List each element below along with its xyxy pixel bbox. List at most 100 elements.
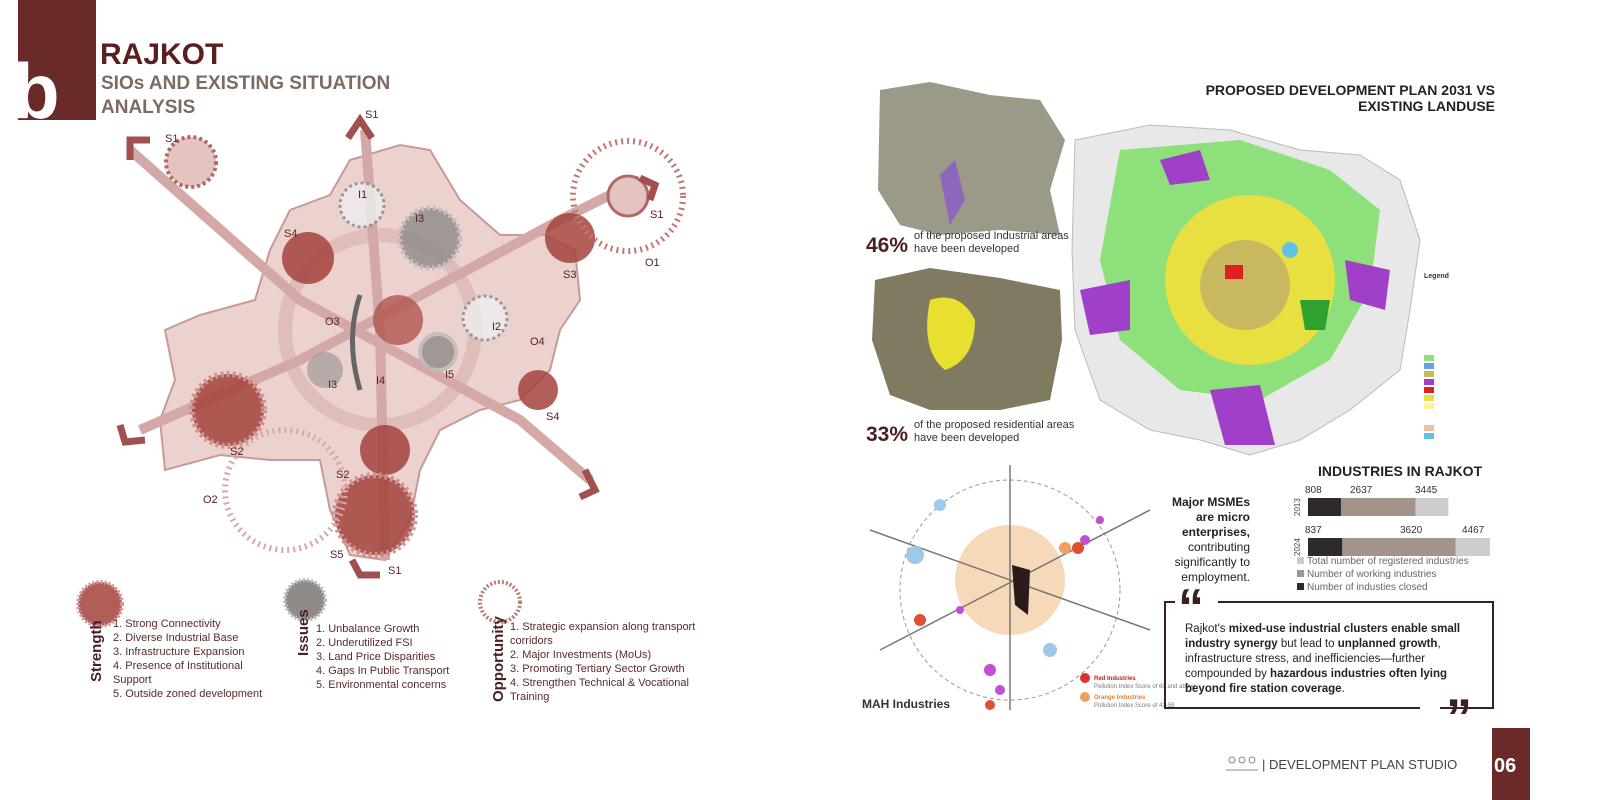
quote-box: [1164, 601, 1494, 709]
residential-text: of the proposed residential areas have b…: [914, 419, 1075, 444]
mah-legend: Orange Industries: [1094, 695, 1146, 701]
arrow: [126, 136, 150, 160]
strength-circle: [518, 370, 558, 410]
strength-circle: [332, 472, 418, 558]
map-label: I3: [328, 379, 337, 391]
legend-label: Number of working industries: [1307, 569, 1437, 580]
map-label: S1: [650, 209, 663, 221]
map-label: O3: [325, 316, 340, 328]
plan-title-line: EXISTING LANDUSE: [1358, 98, 1495, 114]
quote-open: “: [1178, 579, 1204, 637]
value-label: 808: [1305, 485, 1322, 496]
issues-title: Issues: [295, 609, 312, 656]
msme-rest: contributing significantly to employment…: [1174, 540, 1250, 584]
bar: [1308, 498, 1341, 516]
value-label: 3445: [1415, 485, 1438, 496]
quote-close: ”: [1446, 689, 1472, 747]
issues-list: 1. Unbalance Growth 2. Underutilized FSI 3…: [316, 622, 486, 692]
city-boundary: [158, 143, 582, 562]
strength-circle: [545, 213, 595, 263]
opportunity-circle: [222, 427, 348, 553]
msme-bold: Major MSMEs are micro enterprises,: [1171, 495, 1250, 539]
year-label: 2024: [1293, 538, 1302, 556]
map-label: S4: [546, 411, 559, 423]
issues-icon: [283, 578, 327, 622]
issue-circle: [461, 294, 509, 342]
map-label: S3: [563, 269, 576, 281]
landuse-legend-title: Legend: [1424, 273, 1449, 280]
corridor: [126, 146, 594, 484]
map-label: O4: [530, 336, 545, 348]
issue-circle: [418, 332, 458, 372]
page-block: [1492, 728, 1530, 800]
map-label: S1: [165, 133, 178, 145]
arrow: [638, 174, 660, 202]
rail-line: [350, 294, 363, 391]
legend-swatch: [1297, 583, 1304, 590]
quote-part: Rajkot's: [1185, 623, 1229, 635]
bar: [1308, 538, 1343, 556]
map-label: S1: [365, 109, 378, 121]
strength-circle: [282, 232, 334, 284]
strength-icon: [76, 580, 124, 628]
legend-label: Total number of registered industries: [1307, 556, 1469, 567]
strength-circle: [373, 295, 423, 345]
residential-area: [927, 297, 975, 370]
map-label: I2: [492, 321, 501, 333]
plan-title-line: PROPOSED DEVELOPMENT PLAN 2031 VS: [1205, 82, 1495, 98]
industrial-map: [878, 82, 1065, 235]
map-label: S4: [284, 228, 297, 240]
opportunity-title: Opportunity: [490, 616, 507, 702]
residential-percent: 33%: [866, 423, 909, 446]
industrial-text: of the proposed Industrial areas have be…: [914, 230, 1069, 255]
map-label: O2: [203, 494, 218, 506]
landuse-legend: [1424, 355, 1434, 439]
subtitle: ANALYSIS: [101, 97, 196, 118]
map-label: S5: [330, 549, 343, 561]
msme-text: Major MSMEs are micro enterprises, contr…: [1165, 495, 1250, 585]
subtitle: SIOs AND EXISTING SITUATION: [101, 73, 391, 94]
issue-circle: [397, 205, 463, 271]
sio-map: S1 S1 S1 S1 S2 S2 S3 S4 S4 S5 I1 I2 I3 I…: [116, 109, 686, 579]
opportunity-icon: [478, 580, 522, 624]
strength-circle: [360, 425, 410, 475]
strength-circle: [189, 371, 267, 449]
chart-title: INDUSTRIES IN RAJKOT: [1318, 463, 1483, 479]
industries-chart: INDUSTRIES IN RAJKOT 2013 3445 2637 808 2024 4…: [1293, 463, 1490, 593]
list-item: 5. Environmental concerns: [316, 679, 447, 691]
list-item: 3. Promoting Tertiary Sector Growth: [510, 663, 685, 675]
title: RAJKOT: [100, 38, 224, 71]
legend-swatch: [1297, 557, 1304, 564]
footer-icon: [1226, 756, 1258, 771]
page-number: 06: [1494, 755, 1516, 777]
list-item: 2. Diverse Industrial Base: [113, 632, 239, 644]
strength-circle: [164, 135, 218, 189]
mah-map: [869, 465, 1151, 710]
quote-part: mixed-use industrial clusters enable sma…: [1185, 623, 1461, 650]
issue-circle: [338, 181, 386, 229]
map-label: I4: [376, 375, 385, 387]
mah-legend: Red Industries: [1094, 676, 1136, 682]
industrial-area: [940, 160, 965, 225]
map-label: O1: [645, 257, 660, 269]
map-label: I1: [358, 189, 367, 201]
quote-part: but lead to: [1277, 638, 1338, 650]
arrow: [348, 558, 380, 579]
industrial-percent: 46%: [866, 234, 909, 257]
list-item: 2. Major Investments (MoUs): [510, 649, 652, 661]
mah-legend: Pollution Index Score of 60 and above: [1094, 684, 1196, 690]
value-label: 3620: [1400, 525, 1423, 536]
quote-part: , infrastructure stress, and inefficienc…: [1185, 638, 1441, 680]
issue-circle: [307, 352, 343, 388]
quote-part: unplanned growth: [1337, 638, 1438, 650]
arrow: [345, 113, 375, 140]
legend-swatch: [1297, 570, 1304, 577]
list-item: 1. Unbalance Growth: [316, 623, 420, 635]
strength-title: Strength: [88, 620, 105, 682]
map-label: S2: [230, 446, 243, 458]
opportunity-list: 1. Strategic expansion along transport c…: [510, 620, 705, 704]
map-label: S1: [388, 565, 401, 577]
